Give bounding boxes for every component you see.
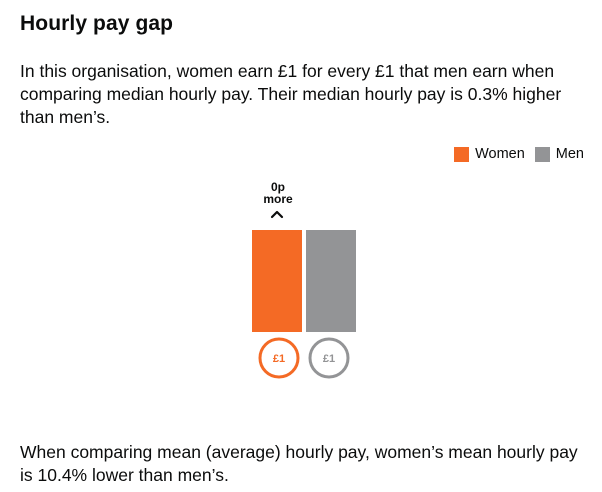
hourly-pay-chart: 0p more £1 £1 (252, 180, 356, 379)
legend-swatch-women (454, 146, 470, 162)
page-title: Hourly pay gap (20, 12, 174, 35)
difference-label-line1: 0p (271, 180, 285, 194)
value-circle-men (308, 337, 350, 379)
legend-item-women: Women (454, 146, 525, 162)
mean-pay-description: When comparing mean (average) hourly pay… (20, 442, 578, 485)
legend-item-men: Men (534, 146, 584, 162)
legend-label-women: Women (475, 146, 525, 162)
value-label-women: £1 (273, 353, 285, 365)
chart-legend: Women Men (444, 146, 584, 162)
bar-women (252, 230, 302, 332)
legend-label-men: Men (555, 146, 584, 162)
difference-label-line2: more (263, 192, 293, 206)
bar-men (306, 230, 356, 332)
chevron-up-icon (270, 210, 284, 219)
median-pay-description: In this organisation, women earn £1 for … (20, 61, 562, 127)
legend-swatch-men (534, 146, 550, 162)
value-label-men: £1 (323, 353, 335, 365)
value-circle-women (258, 337, 300, 379)
